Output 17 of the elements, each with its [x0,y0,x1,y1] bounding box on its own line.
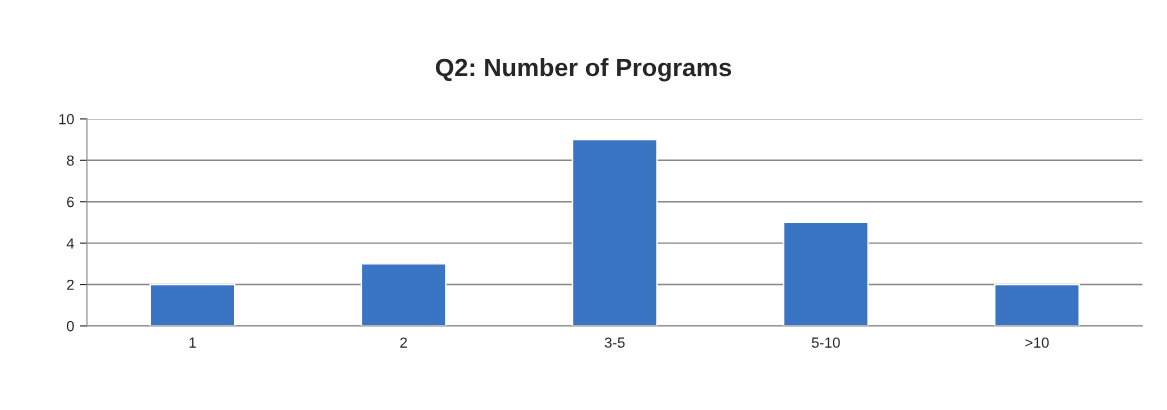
chart-title: Q2: Number of Programs [435,57,732,82]
x-tick-label: 2 [400,337,407,348]
y-tick-label: 10 [59,114,74,125]
y-tick-label: 2 [67,279,74,290]
y-tick-label: 6 [67,196,74,208]
bar [571,138,658,326]
bar [782,221,869,326]
y-tick-label: 4 [66,238,75,249]
x-tick-label: 1 [189,337,196,348]
x-tick-label: >10 [1025,337,1049,348]
y-tick-label: 8 [66,155,74,166]
bar [994,283,1080,326]
x-tick-label: 3-5 [604,337,625,348]
bar [360,263,447,326]
bar [149,283,236,326]
y-tick-label: 0 [66,321,74,332]
x-tick-label: 5-10 [811,337,840,348]
